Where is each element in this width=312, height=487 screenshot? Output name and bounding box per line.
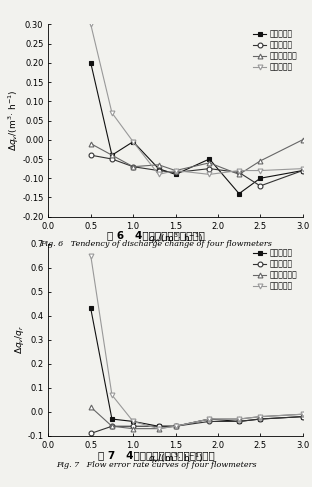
涅轮流量计 [173, 423, 177, 429]
文丘里流量计 [157, 162, 160, 168]
孔板流量计 [173, 168, 177, 173]
文丘里流量计 [237, 416, 241, 422]
Line: 孔板流量计: 孔板流量计 [88, 22, 305, 177]
文丘里流量计 [157, 426, 160, 431]
Text: 图 6   4种流量计流量变化趋势: 图 6 4种流量计流量变化趋势 [107, 230, 205, 240]
孔板流量计 [131, 418, 135, 424]
电磁流量计 [237, 191, 241, 197]
电磁流量计 [131, 139, 135, 145]
文丘里流量计 [258, 158, 262, 164]
电磁流量计 [237, 418, 241, 424]
涅轮流量计 [237, 169, 241, 175]
涅轮流量计 [207, 166, 211, 171]
孔板流量计 [301, 166, 305, 171]
文丘里流量计 [110, 152, 114, 158]
电磁流量计 [173, 423, 177, 429]
电磁流量计 [157, 423, 160, 429]
文丘里流量计 [258, 414, 262, 420]
文丘里流量计 [301, 412, 305, 417]
孔板流量计 [110, 110, 114, 116]
涅轮流量计 [301, 168, 305, 173]
涅轮流量计 [157, 423, 160, 429]
电磁流量计 [173, 171, 177, 177]
文丘里流量计 [89, 141, 93, 147]
电磁流量计 [258, 416, 262, 422]
Text: Fig. 6   Tendency of discharge change of four flowmeters: Fig. 6 Tendency of discharge change of f… [40, 240, 272, 247]
Y-axis label: $\Delta q_v / q_r$: $\Delta q_v / q_r$ [13, 325, 26, 355]
文丘里流量计 [89, 404, 93, 410]
电磁流量计 [110, 152, 114, 158]
孔板流量计 [301, 412, 305, 417]
电磁流量计 [301, 168, 305, 173]
涅轮流量计 [131, 164, 135, 169]
涅轮流量计 [89, 431, 93, 436]
孔板流量计 [258, 414, 262, 420]
电磁流量计 [110, 416, 114, 422]
孔板流量计 [207, 171, 211, 177]
文丘里流量计 [131, 426, 135, 431]
电磁流量计 [131, 418, 135, 424]
孔板流量计 [207, 416, 211, 422]
Line: 涅轮流量计: 涅轮流量计 [88, 153, 305, 188]
Text: Fig. 7   Flow error rate curves of four flowmeters: Fig. 7 Flow error rate curves of four fl… [56, 461, 256, 468]
电磁流量计 [89, 305, 93, 311]
孔板流量计 [131, 139, 135, 145]
涅轮流量计 [258, 183, 262, 189]
孔板流量计 [157, 426, 160, 431]
涅轮流量计 [258, 416, 262, 422]
文丘里流量计 [207, 416, 211, 422]
文丘里流量计 [173, 423, 177, 429]
涅轮流量计 [110, 423, 114, 429]
电磁流量计 [89, 60, 93, 66]
Line: 电磁流量计: 电磁流量计 [88, 306, 305, 429]
Legend: 电磁流量计, 涅轮流量计, 文丘里流量计, 孔板流量计: 电磁流量计, 涅轮流量计, 文丘里流量计, 孔板流量计 [251, 247, 299, 292]
涅轮流量计 [157, 168, 160, 173]
孔板流量计 [157, 171, 160, 177]
文丘里流量计 [207, 160, 211, 166]
文丘里流量计 [131, 164, 135, 169]
涅轮流量计 [237, 418, 241, 424]
Legend: 电磁流量计, 涅轮流量计, 文丘里流量计, 孔板流量计: 电磁流量计, 涅轮流量计, 文丘里流量计, 孔板流量计 [251, 28, 299, 73]
文丘里流量计 [301, 137, 305, 143]
文丘里流量计 [173, 168, 177, 173]
X-axis label: $q_v$/(m$^3$· h$^{-1}$): $q_v$/(m$^3$· h$^{-1}$) [148, 451, 203, 466]
Line: 文丘里流量计: 文丘里流量计 [88, 405, 305, 431]
孔板流量计 [237, 168, 241, 173]
涅轮流量计 [207, 418, 211, 424]
涅轮流量计 [131, 423, 135, 429]
电磁流量计 [301, 414, 305, 420]
孔板流量计 [110, 392, 114, 398]
孔板流量计 [89, 21, 93, 27]
涅轮流量计 [173, 169, 177, 175]
Line: 电磁流量计: 电磁流量计 [88, 60, 305, 196]
涅轮流量计 [110, 156, 114, 162]
孔板流量计 [173, 423, 177, 429]
X-axis label: $q_v$/(m$^3$· h$^{-1}$): $q_v$/(m$^3$· h$^{-1}$) [148, 232, 203, 246]
电磁流量计 [207, 156, 211, 162]
Text: 图 7   4种流量计流量误差百分率曲线: 图 7 4种流量计流量误差百分率曲线 [98, 450, 214, 461]
Line: 涅轮流量计: 涅轮流量计 [88, 414, 305, 436]
涅轮流量计 [89, 152, 93, 158]
涅轮流量计 [301, 414, 305, 420]
Line: 文丘里流量计: 文丘里流量计 [88, 137, 305, 177]
孔板流量计 [258, 168, 262, 173]
电磁流量计 [258, 175, 262, 181]
电磁流量计 [157, 166, 160, 171]
Y-axis label: $\Delta q_v$/(m$^3$· h$^{-1}$): $\Delta q_v$/(m$^3$· h$^{-1}$) [6, 90, 21, 151]
孔板流量计 [237, 416, 241, 422]
文丘里流量计 [237, 171, 241, 177]
电磁流量计 [207, 416, 211, 422]
文丘里流量计 [110, 423, 114, 429]
孔板流量计 [89, 253, 93, 259]
Line: 孔板流量计: 孔板流量计 [88, 253, 305, 431]
